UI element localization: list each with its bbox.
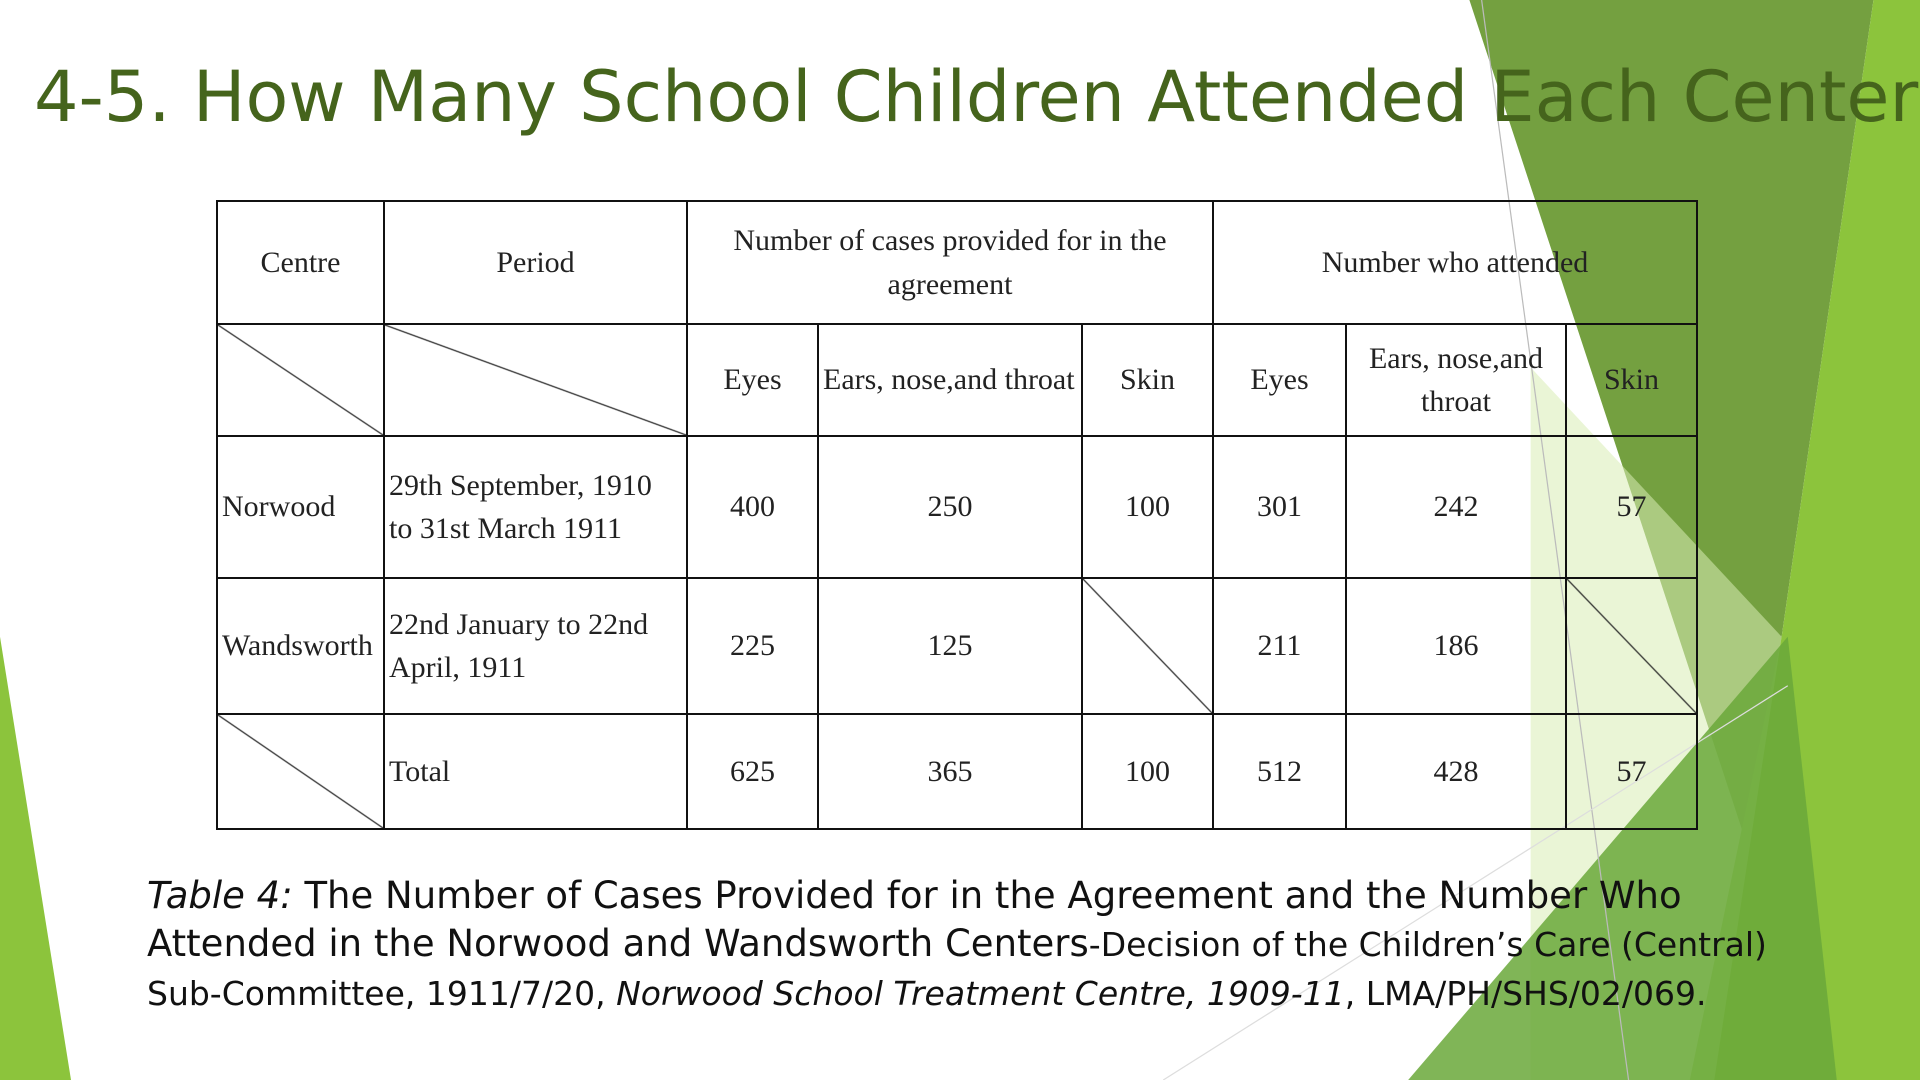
table-cell: Centre xyxy=(216,200,385,325)
table-cell: Total xyxy=(383,713,688,830)
table-cell: Eyes xyxy=(686,323,819,437)
caption-source: -Decision of the Children’s Care (Centra… xyxy=(147,925,1767,1013)
table-cell: Number of cases provided for in the agre… xyxy=(686,200,1214,325)
caption: Table 4: The Number of Cases Provided fo… xyxy=(147,872,1767,1018)
table-cell: 211 xyxy=(1212,577,1347,715)
table-cell: 22nd January to 22nd April, 1911 xyxy=(383,577,688,715)
table-row: Eyes Ears, nose,and throat Skin Eyes Ears, n… xyxy=(216,323,1698,437)
table-cell: Number who attended xyxy=(1212,200,1698,325)
table-cell: 100 xyxy=(1081,435,1214,579)
table-row: Norwood 29th September, 1910 to 31st Marc… xyxy=(216,435,1698,579)
caption-source: , LMA/PH/SHS/02/069. xyxy=(1344,974,1707,1013)
table-cell: 57 xyxy=(1565,435,1698,579)
empty-cell xyxy=(216,713,385,830)
table-cell: 186 xyxy=(1345,577,1567,715)
table-cell: Skin xyxy=(1081,323,1214,437)
data-table: Centre Period Number of cases provided for… xyxy=(216,200,1698,830)
table-cell: 242 xyxy=(1345,435,1567,579)
table-cell: Eyes xyxy=(1212,323,1347,437)
empty-cell xyxy=(383,323,688,437)
table-cell: Period xyxy=(383,200,688,325)
table-cell: Norwood xyxy=(216,435,385,579)
table-cell: 57 xyxy=(1565,713,1698,830)
caption-text: The Number of Cases Provided for in the … xyxy=(147,874,1682,965)
table-cell: 512 xyxy=(1212,713,1347,830)
caption-source-title: Norwood School Treatment Centre, 1909-11 xyxy=(616,974,1345,1013)
table-row: Wandsworth 22nd January to 22nd April, 19… xyxy=(216,577,1698,715)
table-cell: 100 xyxy=(1081,713,1214,830)
caption-label: Table 4: xyxy=(147,874,293,917)
table-cell: 428 xyxy=(1345,713,1567,830)
shape xyxy=(1408,636,1837,1080)
table-cell: 225 xyxy=(686,577,819,715)
table-cell: 250 xyxy=(817,435,1083,579)
slide-title: 4-5. How Many School Children Attended E… xyxy=(34,56,1920,138)
table-cell: Wandsworth xyxy=(216,577,385,715)
table-cell: Ears, nose,and throat xyxy=(817,323,1083,437)
table-cell: 400 xyxy=(686,435,819,579)
table-cell: 29th September, 1910 to 31st March 1911 xyxy=(383,435,688,579)
table-cell: 625 xyxy=(686,713,819,830)
empty-cell xyxy=(1565,577,1698,715)
empty-cell xyxy=(1081,577,1214,715)
empty-cell xyxy=(216,323,385,437)
table-cell: 301 xyxy=(1212,435,1347,579)
table-row: Total 625 365 100 512 428 57 xyxy=(216,713,1698,830)
table-cell: 125 xyxy=(817,577,1083,715)
shape xyxy=(0,636,72,1080)
table-cell: 365 xyxy=(817,713,1083,830)
table-cell: Ears, nose,and throat xyxy=(1345,323,1567,437)
table-cell: Skin xyxy=(1565,323,1698,437)
table-row: Centre Period Number of cases provided for… xyxy=(216,200,1698,325)
